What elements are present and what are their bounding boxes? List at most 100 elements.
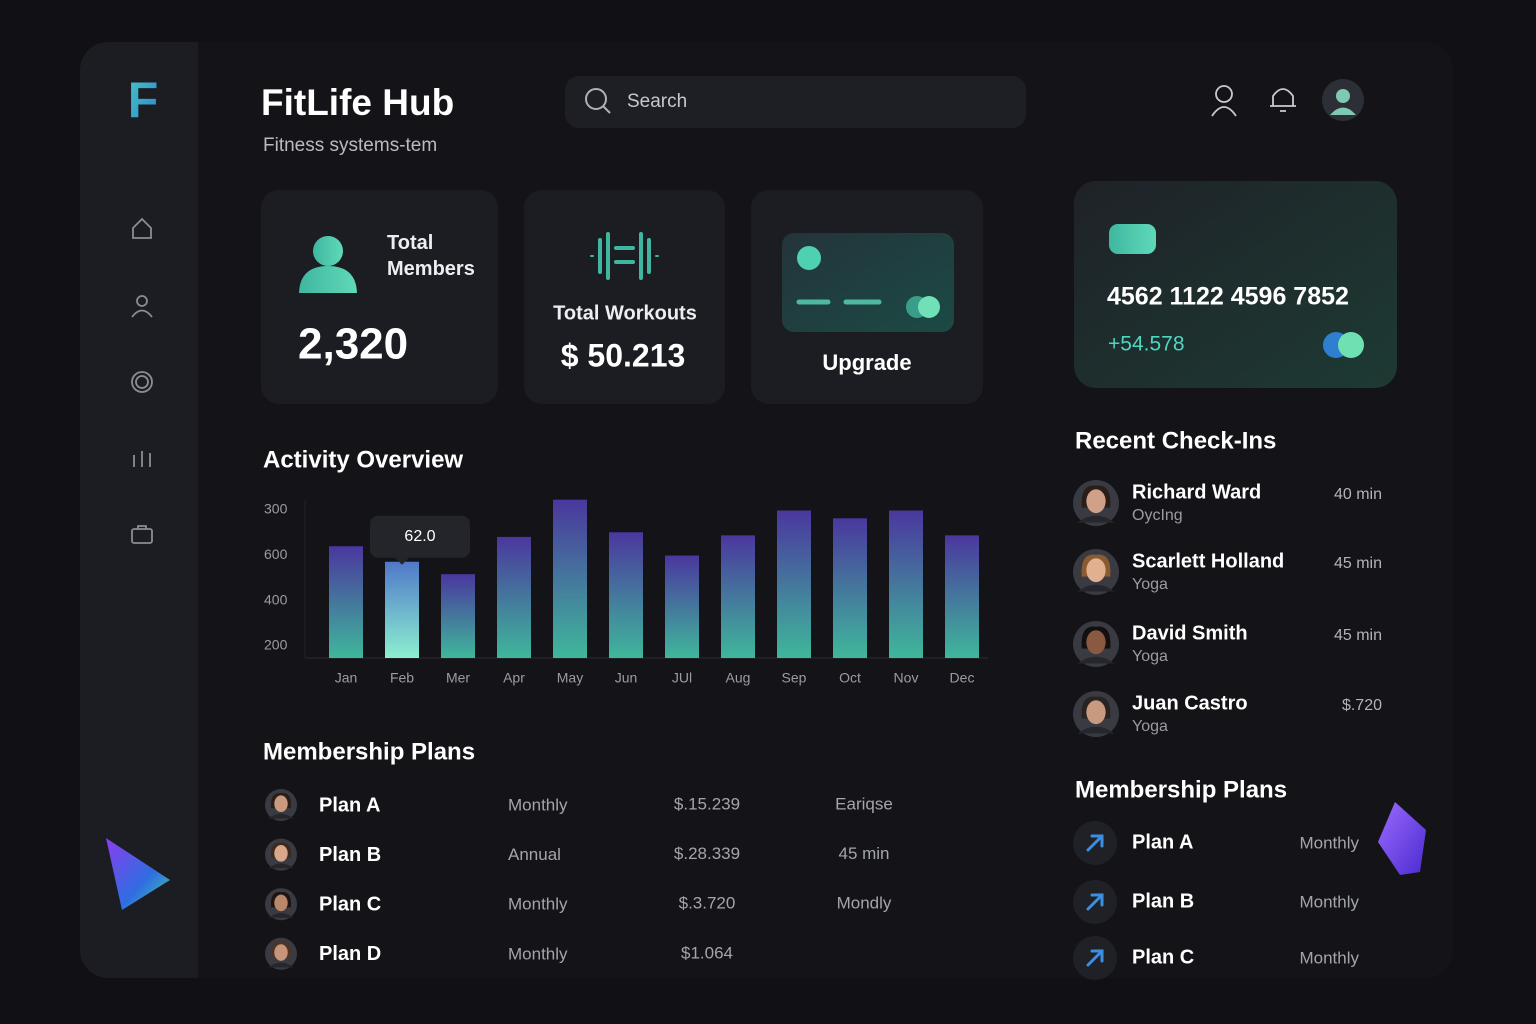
avatar-shoulders xyxy=(268,813,294,819)
y-axis-label: 600 xyxy=(264,546,288,562)
side-plan-period: Monthly xyxy=(1299,892,1359,911)
search-bar[interactable]: Search xyxy=(565,76,1026,128)
upgrade-dot xyxy=(918,296,940,318)
avatar-face xyxy=(1086,630,1106,655)
members-icon-head xyxy=(313,236,343,266)
side-plans-title: Membership Plans xyxy=(1075,776,1287,803)
checkin-value: 40 min xyxy=(1334,486,1382,503)
search-box[interactable] xyxy=(565,76,1026,128)
y-axis-label: 400 xyxy=(264,591,288,607)
play-logo xyxy=(106,838,170,910)
bar xyxy=(721,535,755,658)
workouts-icon xyxy=(590,232,659,280)
card-dot xyxy=(1338,332,1364,358)
avatar-shoulders xyxy=(1077,726,1115,734)
x-tick-label: Nov xyxy=(894,670,919,686)
x-tick-label: Aug xyxy=(726,670,751,686)
user-avatar[interactable] xyxy=(1322,79,1364,121)
plan-icon-arrow xyxy=(1086,893,1104,911)
search-icon-handle xyxy=(602,105,611,114)
home-icon[interactable] xyxy=(132,217,152,239)
side-plan-period: Monthly xyxy=(1299,833,1359,852)
header-icons xyxy=(1211,85,1296,117)
card-balance: +54.578 xyxy=(1108,333,1185,356)
avatar-shoulders xyxy=(1077,515,1115,523)
x-tick-label: Dec xyxy=(950,670,975,686)
avatar-face xyxy=(274,845,288,862)
value-label: 62.0 xyxy=(404,528,435,545)
x-tick-label: JUl xyxy=(672,670,692,686)
side-plan-name: Plan C xyxy=(1132,946,1194,968)
side-plan-name: Plan B xyxy=(1132,890,1194,912)
briefcase-icon[interactable] xyxy=(131,525,153,544)
bar xyxy=(833,518,867,658)
bell-icon[interactable] xyxy=(1270,88,1296,112)
x-tick-label: Jan xyxy=(335,670,358,686)
checkin-name: David Smith xyxy=(1132,622,1248,644)
avatar-face xyxy=(274,795,288,813)
checkin-activity: Yoga xyxy=(1132,576,1168,593)
bar xyxy=(385,561,419,658)
avatar-head xyxy=(1336,89,1350,103)
plan-extra: Mondly xyxy=(837,894,892,913)
bar xyxy=(777,510,811,658)
plan-extra: Eariqse xyxy=(835,794,893,813)
upgrade-button[interactable]: Upgrade xyxy=(822,350,911,375)
tooltip xyxy=(370,515,470,558)
user-icon[interactable] xyxy=(131,295,153,318)
side-plan-period: Monthly xyxy=(1299,948,1359,967)
plan-period: Annual xyxy=(508,845,561,864)
avatar-shoulders xyxy=(1077,584,1115,592)
checkin-name: Richard Ward xyxy=(1132,481,1261,503)
bar xyxy=(329,546,363,658)
upgrade-chip xyxy=(797,246,821,270)
coin-icon[interactable] xyxy=(131,371,153,393)
plan-price: $1.064 xyxy=(681,943,733,962)
workouts-card xyxy=(524,190,725,404)
avatar-shoulders xyxy=(268,962,294,968)
search-icon xyxy=(585,88,607,110)
bar xyxy=(441,574,475,658)
avatar-face xyxy=(1086,558,1106,583)
bar xyxy=(945,535,979,658)
y-axis-label: 300 xyxy=(264,501,288,517)
checkin-value: 45 min xyxy=(1334,627,1382,644)
card-chip xyxy=(1109,224,1156,254)
workouts-value: $ 50.213 xyxy=(561,337,686,373)
x-tick-label: Feb xyxy=(390,670,414,686)
members-card xyxy=(261,190,498,404)
side-plan-name: Plan A xyxy=(1132,831,1194,853)
plan-name: Plan C xyxy=(319,893,381,915)
search-placeholder[interactable]: Search xyxy=(627,91,687,112)
x-tick-label: May xyxy=(557,670,583,686)
x-tick-label: Sep xyxy=(782,670,807,686)
plan-period: Monthly xyxy=(508,895,568,914)
checkin-value: $.720 xyxy=(1342,697,1382,714)
profile-icon[interactable] xyxy=(1211,85,1237,117)
logo[interactable]: F xyxy=(128,72,159,128)
checkin-activity: Yoga xyxy=(1132,718,1168,735)
plan-name: Plan B xyxy=(319,844,381,866)
bar xyxy=(553,499,587,658)
sidebar-nav xyxy=(131,217,153,544)
sidebar xyxy=(80,42,198,978)
members-icon-body xyxy=(299,266,357,293)
checkin-name: Scarlett Holland xyxy=(1132,550,1284,572)
members-value: 2,320 xyxy=(298,320,408,369)
workouts-label: Total Workouts xyxy=(553,302,697,324)
tooltip-pointer xyxy=(395,557,409,565)
stats-icon[interactable] xyxy=(133,451,151,467)
x-tick-label: Apr xyxy=(503,670,525,686)
plan-period: Monthly xyxy=(508,795,568,814)
app-subtitle: Fitness systems-tem xyxy=(263,135,437,156)
y-axis-label: 200 xyxy=(264,637,288,653)
plan-name: Plan A xyxy=(319,794,381,816)
plan-price: $.3.720 xyxy=(679,894,736,913)
card-number: 4562 1122 4596 7852 xyxy=(1107,283,1349,311)
checkin-value: 45 min xyxy=(1334,555,1382,572)
avatar-body xyxy=(1330,107,1356,115)
avatar-face xyxy=(274,944,288,961)
plan-name: Plan D xyxy=(319,943,381,965)
